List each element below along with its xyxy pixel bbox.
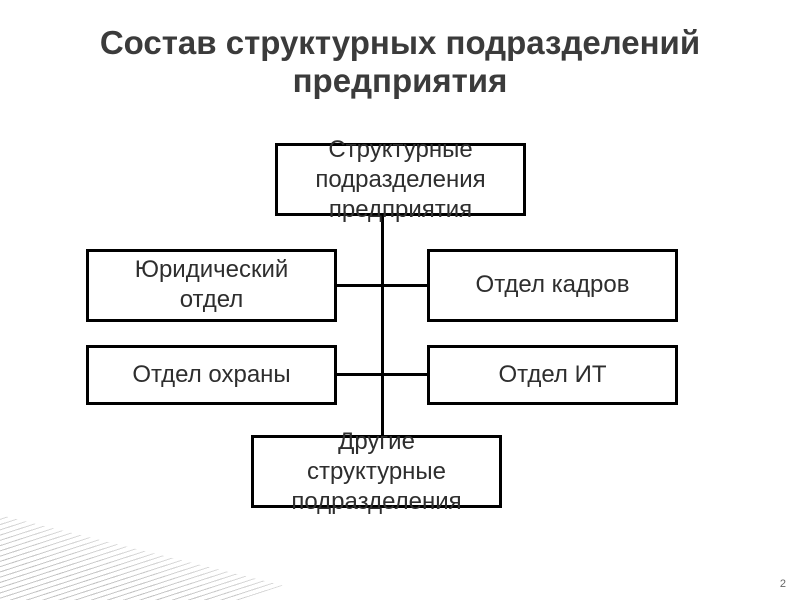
connector-trunk — [381, 216, 384, 435]
node-label-it: Отдел ИТ — [427, 360, 678, 400]
node-label-hr: Отдел кадров — [427, 270, 678, 310]
slide: Состав структурных подразделений предпри… — [0, 0, 800, 600]
connector-row2-h — [337, 373, 427, 376]
corner-hatch-decoration — [0, 395, 283, 600]
node-label-legal: Юридический отдел — [86, 255, 337, 328]
connector-row1-h — [337, 284, 427, 287]
node-label-root: Структурные подразделения предприятия — [218, 135, 583, 235]
node-label-security: Отдел охраны — [86, 360, 337, 400]
page-number: 2 — [780, 578, 786, 590]
hatch-lines — [0, 395, 283, 600]
node-label-other: Другие структурные подразделения — [251, 427, 502, 527]
slide-title: Состав структурных подразделений предпри… — [0, 24, 800, 100]
